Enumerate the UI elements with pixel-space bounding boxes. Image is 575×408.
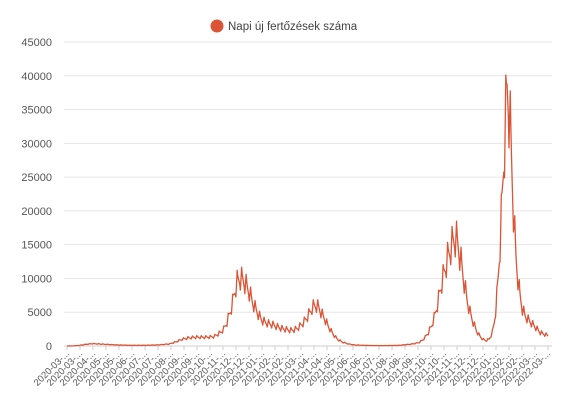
series-layer: [66, 74, 549, 347]
series-line: [66, 74, 549, 347]
y-tick-label: 10000: [21, 273, 52, 285]
y-tick-label: 30000: [21, 138, 52, 150]
y-axis: 45000 40000 35000 30000 25000 20000 15000 10000…: [21, 37, 52, 353]
x-axis: 2020-03-...2020-03-...2020-04-...2020-05…: [32, 346, 553, 389]
legend-label: Napi új fertőzések száma: [228, 21, 358, 33]
legend: Napi új fertőzések száma: [210, 19, 358, 33]
gridlines: [64, 41, 552, 347]
y-tick-label: 20000: [21, 206, 52, 218]
y-tick-label: 0: [46, 341, 52, 353]
y-tick-label: 45000: [21, 37, 52, 49]
y-tick-label: 35000: [21, 105, 52, 117]
y-tick-label: 5000: [28, 307, 52, 319]
y-tick-label: 25000: [21, 172, 52, 184]
y-tick-label: 40000: [21, 71, 52, 83]
legend-marker: [210, 19, 224, 33]
y-tick-label: 15000: [21, 240, 52, 252]
